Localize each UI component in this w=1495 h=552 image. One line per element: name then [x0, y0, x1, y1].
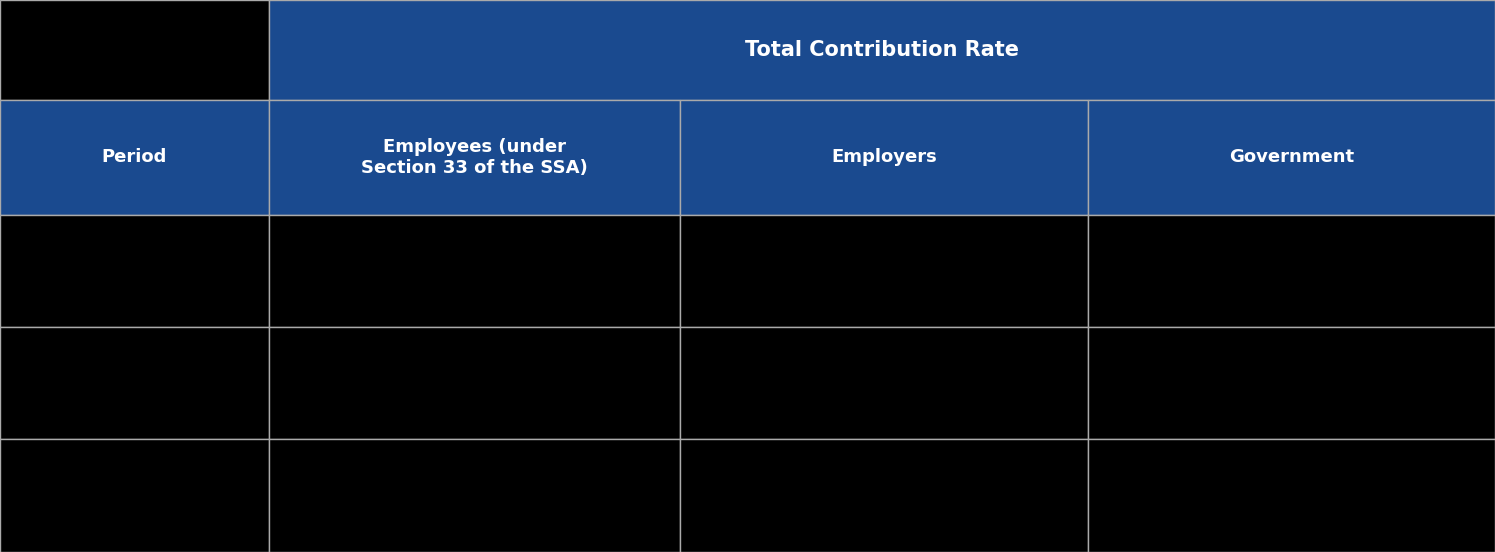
Bar	[0, 0, 269, 100]
Bar	[680, 439, 1088, 552]
Bar	[0, 439, 269, 552]
Bar	[1088, 327, 1495, 439]
Bar	[0, 100, 269, 215]
Bar	[1088, 215, 1495, 327]
Bar	[680, 327, 1088, 439]
Bar	[269, 0, 1495, 100]
Bar	[0, 327, 269, 439]
Bar	[1088, 100, 1495, 215]
Bar	[269, 215, 680, 327]
Bar	[269, 439, 680, 552]
Bar	[269, 100, 680, 215]
Bar	[680, 100, 1088, 215]
Text: Employers: Employers	[831, 148, 937, 167]
Text: Employees (under
Section 33 of the SSA): Employees (under Section 33 of the SSA)	[362, 138, 588, 177]
Text: Government: Government	[1229, 148, 1354, 167]
Bar	[680, 215, 1088, 327]
Bar	[269, 327, 680, 439]
Bar	[1088, 439, 1495, 552]
Bar	[0, 215, 269, 327]
Text: Total Contribution Rate: Total Contribution Rate	[745, 40, 1020, 60]
Text: Period: Period	[102, 148, 167, 167]
